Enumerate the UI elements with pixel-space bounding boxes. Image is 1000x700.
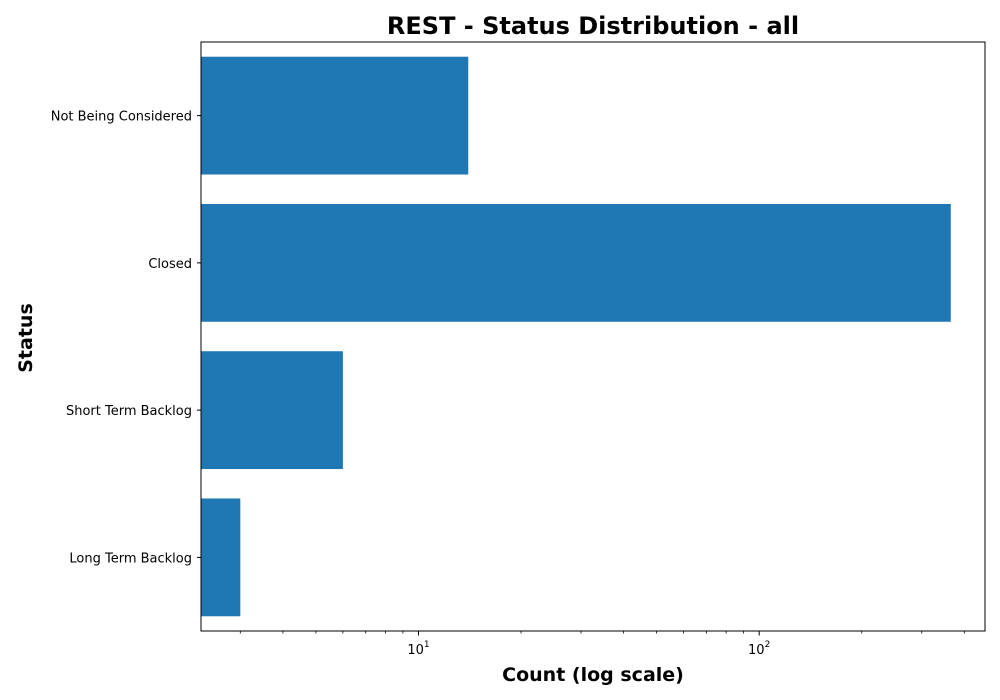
bar — [201, 351, 343, 470]
x-axis-label: Count (log scale) — [502, 664, 684, 686]
y-axis-label: Status — [15, 303, 37, 373]
y-tick-label: Short Term Backlog — [66, 404, 192, 419]
plot-frame — [200, 41, 986, 632]
chart-title: REST - Status Distribution - all — [387, 12, 799, 40]
y-tick-label: Closed — [148, 257, 192, 272]
plot-area: Not Being Considered Closed Short Term Bac… — [51, 41, 986, 658]
bar — [201, 498, 241, 617]
bar — [201, 203, 951, 322]
x-tick-label: 102 — [748, 640, 770, 658]
y-tick-label: Long Term Backlog — [69, 551, 192, 566]
bar — [201, 56, 469, 175]
y-tick-label: Not Being Considered — [51, 110, 192, 125]
x-tick-label: 101 — [407, 640, 429, 658]
